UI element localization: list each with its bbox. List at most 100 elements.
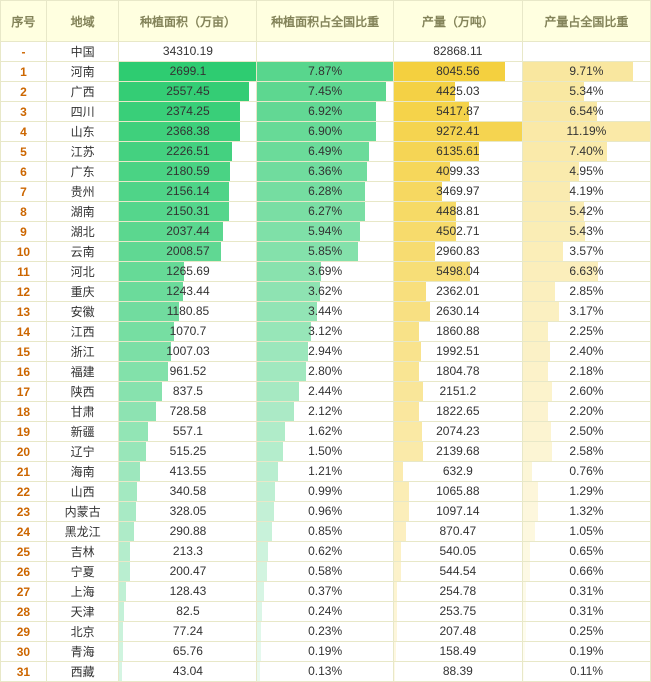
cell-yieldPct: 2.58% xyxy=(522,442,650,462)
table-row-total: -中国34310.1982868.11 xyxy=(1,42,651,62)
value-areaPct: 2.94% xyxy=(257,342,392,361)
value-yieldPct: 0.25% xyxy=(523,622,650,641)
cell-yield: 2362.01 xyxy=(393,282,522,302)
value-areaPct: 6.92% xyxy=(257,102,392,121)
value-areaPct: 6.28% xyxy=(257,182,392,201)
value-area: 43.04 xyxy=(119,662,256,681)
table-header-row: 序号地域种植面积（万亩）种植面积占全国比重产量（万吨）产量占全国比重 xyxy=(1,1,651,42)
table-row: 10云南2008.575.85%2960.833.57% xyxy=(1,242,651,262)
value-area: 200.47 xyxy=(119,562,256,581)
value-area: 82.5 xyxy=(119,602,256,621)
value-areaPct: 1.62% xyxy=(257,422,392,441)
cell-areaPct: 2.94% xyxy=(257,342,393,362)
cell-areaPct: 3.44% xyxy=(257,302,393,322)
value-areaPct: 0.19% xyxy=(257,642,392,661)
cell-areaPct: 6.27% xyxy=(257,202,393,222)
value-yieldPct: 0.31% xyxy=(523,602,650,621)
cell-yield: 2074.23 xyxy=(393,422,522,442)
cell-idx: 4 xyxy=(1,122,47,142)
value-area: 2699.1 xyxy=(119,62,256,81)
cell-idx: 13 xyxy=(1,302,47,322)
cell-yieldPct: 3.57% xyxy=(522,242,650,262)
value-yieldPct: 2.58% xyxy=(523,442,650,461)
cell-idx: 25 xyxy=(1,542,47,562)
cell-region: 安徽 xyxy=(46,302,119,322)
cell-idx: 16 xyxy=(1,362,47,382)
cell-region: 甘肃 xyxy=(46,402,119,422)
cell-idx: 21 xyxy=(1,462,47,482)
value-areaPct: 0.58% xyxy=(257,562,392,581)
table-row: 26宁夏200.470.58%544.540.66% xyxy=(1,562,651,582)
cell-idx: 29 xyxy=(1,622,47,642)
cell-region: 河南 xyxy=(46,62,119,82)
value-yield: 253.75 xyxy=(394,602,522,621)
value-area: 961.52 xyxy=(119,362,256,381)
value-area: 2008.57 xyxy=(119,242,256,261)
cell-idx: 8 xyxy=(1,202,47,222)
cell-areaPct: 6.28% xyxy=(257,182,393,202)
cell-yieldPct: 0.66% xyxy=(522,562,650,582)
col-header-yield: 产量（万吨） xyxy=(393,1,522,42)
value-yield: 88.39 xyxy=(394,662,522,681)
cell-areaPct: 5.85% xyxy=(257,242,393,262)
cell-areaPct: 0.37% xyxy=(257,582,393,602)
cell-areaPct: 0.13% xyxy=(257,662,393,682)
value-yield: 5417.87 xyxy=(394,102,522,121)
cell-yield: 2960.83 xyxy=(393,242,522,262)
cell-region: 湖北 xyxy=(46,222,119,242)
col-header-area: 种植面积（万亩） xyxy=(119,1,257,42)
cell-yield: 544.54 xyxy=(393,562,522,582)
cell-region: 江苏 xyxy=(46,142,119,162)
value-areaPct: 0.13% xyxy=(257,662,392,681)
value-yieldPct: 2.18% xyxy=(523,362,650,381)
table-row: 6广东2180.596.36%4099.334.95% xyxy=(1,162,651,182)
value-areaPct: 3.62% xyxy=(257,282,392,301)
value-area: 2037.44 xyxy=(119,222,256,241)
cell-region: 新疆 xyxy=(46,422,119,442)
cell-yield: 5417.87 xyxy=(393,102,522,122)
cell-idx: 31 xyxy=(1,662,47,682)
value-yieldPct: 3.17% xyxy=(523,302,650,321)
value-yield: 1822.65 xyxy=(394,402,522,421)
table-row: 13安徽1180.853.44%2630.143.17% xyxy=(1,302,651,322)
cell-yieldPct: 0.11% xyxy=(522,662,650,682)
value-areaPct: 1.50% xyxy=(257,442,392,461)
cell-idx: 5 xyxy=(1,142,47,162)
cell-areaPct: 5.94% xyxy=(257,222,393,242)
cell-yield: 6135.61 xyxy=(393,142,522,162)
cell-region: 宁夏 xyxy=(46,562,119,582)
cell-idx: 6 xyxy=(1,162,47,182)
cell-area: 2150.31 xyxy=(119,202,257,222)
value-yieldPct: 0.19% xyxy=(523,642,650,661)
cell-yieldPct: 0.19% xyxy=(522,642,650,662)
cell-region: 贵州 xyxy=(46,182,119,202)
cell-areaPct: 3.12% xyxy=(257,322,393,342)
cell-area: 1070.7 xyxy=(119,322,257,342)
cell-region: 上海 xyxy=(46,582,119,602)
cell-area: 1180.85 xyxy=(119,302,257,322)
cell-area: 961.52 xyxy=(119,362,257,382)
table-row: 28天津82.50.24%253.750.31% xyxy=(1,602,651,622)
cell-areaPct: 1.50% xyxy=(257,442,393,462)
value-areaPct: 0.37% xyxy=(257,582,392,601)
cell-idx: 30 xyxy=(1,642,47,662)
cell-areaPct: 7.45% xyxy=(257,82,393,102)
cell-idx: 14 xyxy=(1,322,47,342)
value-yield: 1804.78 xyxy=(394,362,522,381)
cell-region: 辽宁 xyxy=(46,442,119,462)
value-yieldPct: 11.19% xyxy=(523,122,650,141)
value-areaPct: 5.94% xyxy=(257,222,392,241)
value-yieldPct: 1.32% xyxy=(523,502,650,521)
value-yield: 3469.97 xyxy=(394,182,522,201)
cell-yieldPct: 5.42% xyxy=(522,202,650,222)
cell-idx: 11 xyxy=(1,262,47,282)
cell-areaPct: 3.62% xyxy=(257,282,393,302)
cell-area: 328.05 xyxy=(119,502,257,522)
cell-idx: 26 xyxy=(1,562,47,582)
cell-area: 413.55 xyxy=(119,462,257,482)
value-area: 340.58 xyxy=(119,482,256,501)
value-yield: 2362.01 xyxy=(394,282,522,301)
cell-region: 浙江 xyxy=(46,342,119,362)
cell-yieldPct: 2.18% xyxy=(522,362,650,382)
cell-area: 728.58 xyxy=(119,402,257,422)
